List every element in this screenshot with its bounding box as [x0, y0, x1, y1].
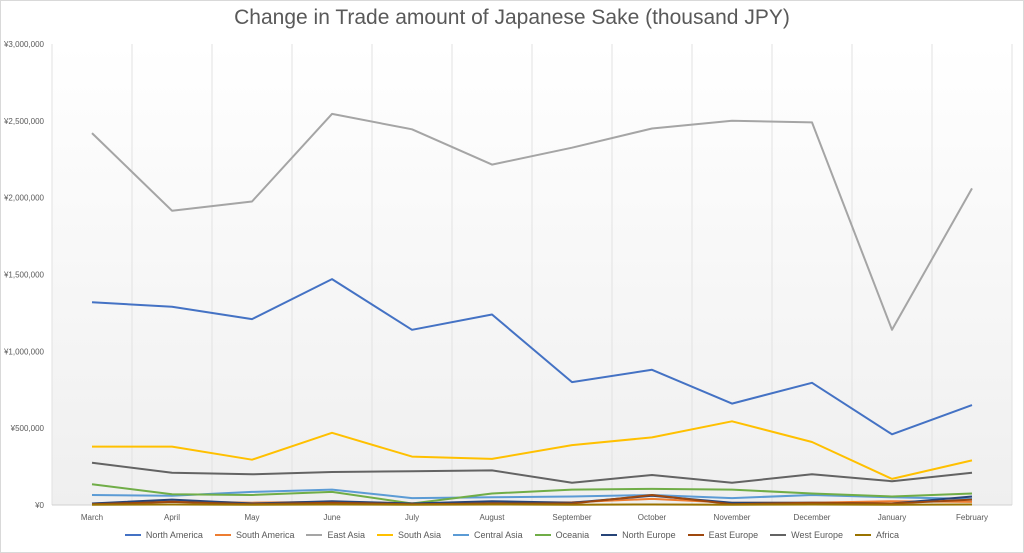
legend-label: Oceania — [555, 530, 590, 540]
legend-item-north-europe: North Europe — [601, 530, 676, 540]
series-line-west-europe — [91, 461, 973, 484]
series-line-north-america — [91, 278, 973, 436]
legend-label: East Europe — [708, 530, 759, 540]
legend-swatch — [377, 534, 394, 536]
legend-item-africa: Africa — [855, 530, 899, 540]
legend-swatch — [855, 534, 872, 536]
series-line-east-asia — [91, 112, 973, 331]
y-tick-label: ¥1,000,000 — [3, 347, 45, 356]
x-tick-label: February — [956, 513, 988, 522]
legend-item-north-america: North America — [124, 530, 203, 540]
x-tick-label: May — [244, 513, 259, 522]
x-tick-label: June — [323, 513, 341, 522]
y-tick-label: ¥500,000 — [10, 424, 45, 433]
legend-label: West Europe — [791, 530, 844, 540]
x-tick-label: November — [714, 513, 751, 522]
y-tick-label: ¥0 — [34, 501, 44, 510]
chart-title: Change in Trade amount of Japanese Sake … — [234, 6, 790, 29]
legend-swatch — [453, 534, 470, 536]
legend-swatch — [534, 534, 551, 536]
legend-swatch — [124, 534, 141, 536]
chart-legend: North America South America East Asia South… — [0, 530, 1024, 540]
y-tick-label: ¥2,500,000 — [3, 117, 45, 126]
x-tick-label: December — [794, 513, 831, 522]
legend-swatch — [306, 534, 323, 536]
legend-swatch — [214, 534, 231, 536]
legend-label: North America — [145, 530, 203, 540]
legend-label: East Asia — [327, 530, 366, 540]
legend-item-south-america: South America — [214, 530, 295, 540]
y-tick-label: ¥3,000,000 — [3, 40, 45, 49]
x-tick-label: August — [480, 513, 506, 522]
y-tick-label: ¥2,000,000 — [3, 194, 45, 203]
series-line-south-asia — [92, 420, 973, 480]
series-line-central-asia — [91, 488, 973, 500]
legend-item-central-asia: Central Asia — [453, 530, 523, 540]
legend-label: South America — [235, 530, 295, 540]
legend-swatch — [687, 534, 704, 536]
legend-label: Africa — [876, 530, 900, 540]
legend-label: South Asia — [398, 530, 442, 540]
x-tick-label: October — [638, 513, 667, 522]
x-tick-label: July — [405, 513, 419, 522]
legend-label: Central Asia — [474, 530, 523, 540]
legend-item-south-asia: South Asia — [377, 530, 441, 540]
x-tick-label: January — [878, 513, 906, 522]
x-tick-label: April — [164, 513, 180, 522]
x-tick-label: September — [552, 513, 591, 522]
legend-label: North Europe — [622, 530, 676, 540]
legend-swatch — [601, 534, 618, 536]
legend-item-oceania: Oceania — [534, 530, 590, 540]
x-tick-label: March — [81, 513, 103, 522]
legend-swatch — [770, 534, 787, 536]
legend-item-west-europe: West Europe — [770, 530, 843, 540]
y-tick-label: ¥1,500,000 — [3, 271, 45, 280]
series-line-oceania — [91, 483, 973, 505]
legend-item-east-europe: East Europe — [687, 530, 759, 540]
legend-item-east-asia: East Asia — [306, 530, 365, 540]
